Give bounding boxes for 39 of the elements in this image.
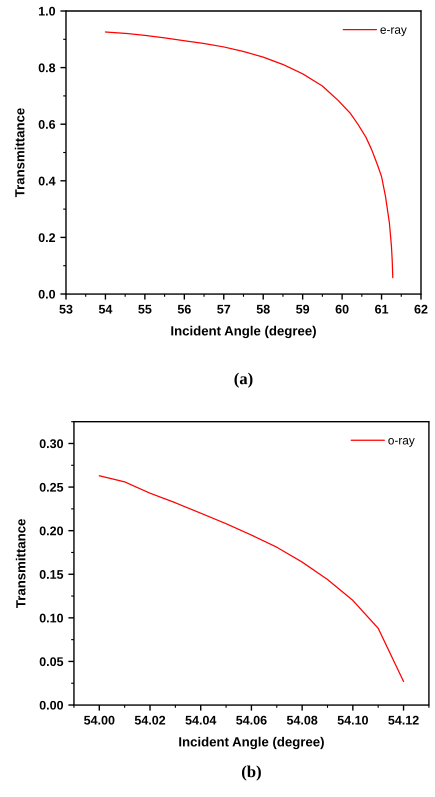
x-axis-title: Incident Angle (degree) xyxy=(179,736,324,750)
x-tick-label: 54.00 xyxy=(84,716,114,725)
y-tick-label: 0.15 xyxy=(40,570,64,579)
x-tick-label: 54 xyxy=(98,304,112,314)
x-tick-label: 59 xyxy=(296,304,310,314)
x-tick-label: 58 xyxy=(256,304,270,314)
legend-label: e-ray xyxy=(380,27,407,36)
y-tick-label: 0.05 xyxy=(40,657,64,666)
x-axis-title: Incident Angle (degree) xyxy=(171,326,316,338)
x-tick-label: 54.12 xyxy=(388,716,419,725)
x-tick-label: 53 xyxy=(59,304,72,314)
x-tick-label: 54.04 xyxy=(185,716,216,725)
x-tick-label: 54.06 xyxy=(236,716,267,725)
x-tick-label: 57 xyxy=(217,304,230,314)
y-axis-title: Transmittance xyxy=(16,519,26,608)
y-tick-label: 0.00 xyxy=(40,700,64,710)
y-axis-title: Transmittance xyxy=(14,108,24,198)
y-tick-label: 1.0 xyxy=(38,6,56,16)
y-tick-label: 0.8 xyxy=(38,63,56,72)
x-tick-label: 60 xyxy=(336,304,349,314)
y-tick-label: 0.2 xyxy=(38,233,56,242)
y-tick-label: 0.4 xyxy=(38,176,56,186)
x-tick-label: 54.10 xyxy=(338,716,368,725)
y-tick-label: 0.0 xyxy=(38,290,56,299)
x-tick-label: 61 xyxy=(375,304,388,314)
line-series xyxy=(98,475,404,682)
text: (a) xyxy=(234,372,252,388)
x-tick-label: 55 xyxy=(138,304,152,314)
y-tick-label: 0.6 xyxy=(38,120,56,129)
legend-label: o-ray xyxy=(388,438,415,447)
y-tick-label: 0.30 xyxy=(40,439,64,448)
y-tick-label: 0.10 xyxy=(40,614,64,622)
text: (b) xyxy=(242,766,261,781)
x-tick-label: 54.02 xyxy=(134,716,166,725)
y-tick-label: 0.25 xyxy=(40,482,64,492)
y-tick-label: 0.20 xyxy=(40,526,64,536)
x-tick-label: 62 xyxy=(414,304,428,314)
x-tick-label: 56 xyxy=(178,304,191,314)
x-tick-label: 54.08 xyxy=(286,716,318,725)
